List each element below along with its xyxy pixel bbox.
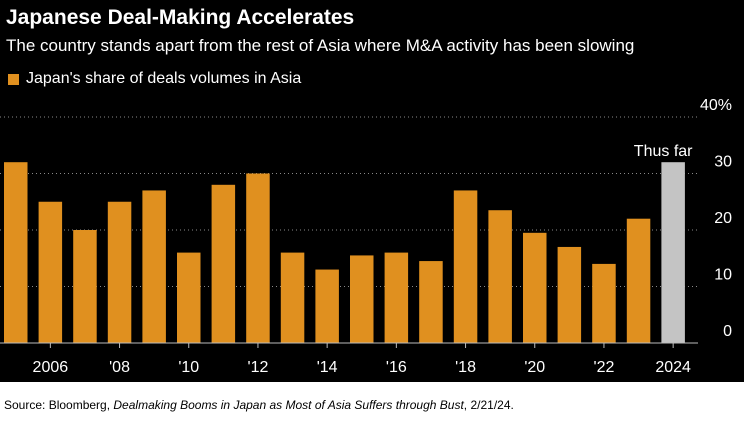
x-tick-label: '22 [594, 359, 615, 376]
bar [384, 252, 409, 343]
legend-label: Japan's share of deals volumes in Asia [26, 70, 302, 87]
bar [107, 201, 132, 343]
chart-figure: Japanese Deal-Making Accelerates The cou… [0, 0, 744, 382]
x-tick-label: '16 [386, 359, 407, 376]
x-tick-label: '12 [248, 359, 269, 376]
annotation-label: Thus far [634, 143, 693, 160]
legend-swatch [8, 73, 19, 85]
y-tick-label: 30 [714, 154, 732, 171]
bar [315, 269, 339, 343]
source-article-title: Dealmaking Booms in Japan as Most of Asi… [113, 398, 464, 412]
bar [142, 190, 166, 343]
bar [592, 263, 616, 343]
bar [350, 255, 374, 343]
x-tick-label: '18 [455, 359, 476, 376]
x-tick-label: '08 [109, 359, 130, 376]
x-tick-label: 2006 [33, 359, 69, 376]
bar [488, 210, 512, 343]
bar [246, 173, 270, 343]
chart-legend: Japan's share of deals volumes in Asia [8, 70, 301, 88]
bar-highlight [661, 162, 685, 343]
y-tick-label: 10 [714, 267, 732, 284]
source-note: Source: Bloomberg, Dealmaking Booms in J… [4, 398, 514, 412]
bar [626, 218, 651, 343]
bar [4, 162, 28, 343]
bar-chart: 0 10 20 30 40% Thus far 2006 '08 '10 '12 '14 '16 '18… [0, 97, 732, 376]
bar [419, 261, 443, 343]
chart-title: Japanese Deal-Making Accelerates [6, 6, 355, 29]
bar [177, 252, 201, 343]
x-tick-label: '14 [317, 359, 338, 376]
y-tick-label: 0 [723, 323, 732, 340]
y-tick-label: 40% [700, 97, 732, 114]
bar [280, 252, 305, 343]
bar [523, 232, 547, 343]
bar [38, 201, 63, 343]
bar [453, 190, 478, 343]
chart-subtitle: The country stands apart from the rest o… [6, 36, 635, 55]
x-tick-label: '20 [524, 359, 545, 376]
bar [73, 230, 97, 343]
bar [211, 184, 236, 343]
source-suffix: , 2/21/24. [463, 398, 514, 412]
x-tick-label: 2024 [655, 359, 691, 376]
y-tick-label: 20 [714, 210, 732, 227]
bar [557, 246, 582, 343]
x-tick-label: '10 [178, 359, 199, 376]
source-prefix: Source: Bloomberg, [4, 398, 114, 412]
